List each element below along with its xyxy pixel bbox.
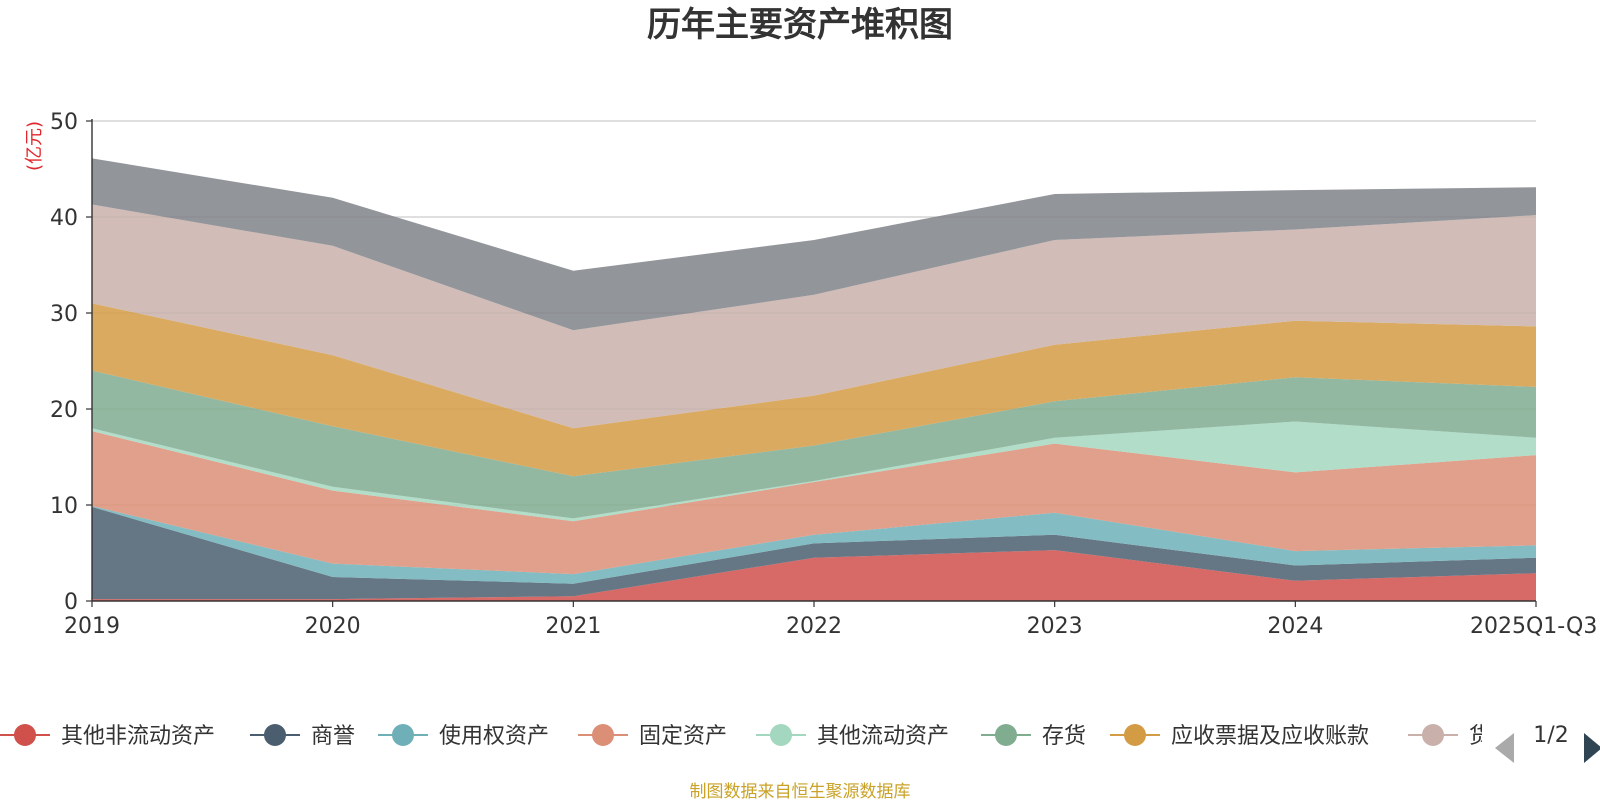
- legend-items: 其他非流动资产 商誉 使用权资产 固定资产 其他流动资产 存货 应收票据及应收账款 货: [0, 724, 1491, 749]
- legend-marker: [995, 724, 1017, 746]
- legend-next-page-icon[interactable]: [1584, 733, 1600, 763]
- chart-title: 历年主要资产堆积图: [647, 5, 953, 45]
- area-series-6[interactable]: [92, 303, 1536, 477]
- legend-marker: [264, 724, 286, 746]
- x-tick-label: 2024: [1267, 614, 1323, 639]
- area-series-1[interactable]: [92, 506, 1536, 600]
- legend-item[interactable]: 使用权资产: [378, 724, 549, 749]
- legend-prev-page-icon[interactable]: [1495, 733, 1514, 763]
- area-series-4[interactable]: [92, 421, 1536, 522]
- axes: 0 10 20 30 40 50 2019 2020 2021 2022 2023 2024 2025Q…: [50, 110, 1597, 639]
- x-tick-label: 2020: [305, 614, 361, 639]
- x-tick-label: 2023: [1027, 614, 1083, 639]
- x-tick-label: 2021: [545, 614, 601, 639]
- legend-label: 应收票据及应收账款: [1171, 724, 1369, 749]
- area-series-0[interactable]: [92, 550, 1536, 601]
- area-series-3[interactable]: [92, 431, 1536, 575]
- legend-item[interactable]: 存货: [981, 724, 1086, 749]
- legend-item[interactable]: 固定资产: [578, 724, 727, 749]
- legend-item[interactable]: 其他流动资产: [756, 724, 949, 749]
- legend-marker: [392, 724, 414, 746]
- y-tick-label: 50: [50, 110, 78, 135]
- y-axis-unit-label: (亿元): [24, 121, 45, 171]
- area-series-7[interactable]: [92, 204, 1536, 429]
- y-tick-label: 20: [50, 398, 78, 423]
- y-tick-label: 0: [64, 590, 78, 615]
- y-tick-label: 30: [50, 302, 78, 327]
- y-tick-label: 40: [50, 206, 78, 231]
- legend-item[interactable]: 货: [1408, 724, 1491, 749]
- legend-label: 固定资产: [639, 724, 727, 749]
- x-tick-label: 2022: [786, 614, 842, 639]
- legend-marker: [1124, 724, 1146, 746]
- legend-marker: [592, 724, 614, 746]
- legend-marker: [770, 724, 792, 746]
- legend-marker: [14, 724, 36, 746]
- y-tick-label: 10: [50, 494, 78, 519]
- area-series-5[interactable]: [92, 370, 1536, 519]
- area-series-group: [92, 158, 1536, 601]
- data-source-footer: 制图数据来自恒生聚源数据库: [690, 782, 911, 800]
- legend-label: 存货: [1042, 724, 1086, 749]
- legend-label: 使用权资产: [439, 724, 549, 749]
- legend-label: 其他流动资产: [817, 724, 949, 749]
- legend-label: 商誉: [311, 724, 355, 749]
- legend-page-indicator: 1/2: [1533, 723, 1568, 748]
- area-series-2[interactable]: [92, 506, 1536, 584]
- area-series-8[interactable]: [92, 158, 1536, 331]
- legend-item[interactable]: 其他非流动资产: [0, 724, 215, 749]
- legend-marker: [1422, 724, 1444, 746]
- x-tick-label: 2019: [64, 614, 120, 639]
- legend-item[interactable]: 应收票据及应收账款: [1110, 724, 1369, 749]
- legend-label: 其他非流动资产: [61, 724, 215, 749]
- legend: 其他非流动资产 商誉 使用权资产 固定资产 其他流动资产 存货 应收票据及应收账款 货: [0, 724, 1491, 749]
- legend-item[interactable]: 商誉: [250, 724, 355, 749]
- legend-pager: 1/2: [1495, 723, 1600, 763]
- x-tick-label: 2025Q1-Q3: [1470, 614, 1597, 639]
- legend-label: 货: [1469, 724, 1491, 749]
